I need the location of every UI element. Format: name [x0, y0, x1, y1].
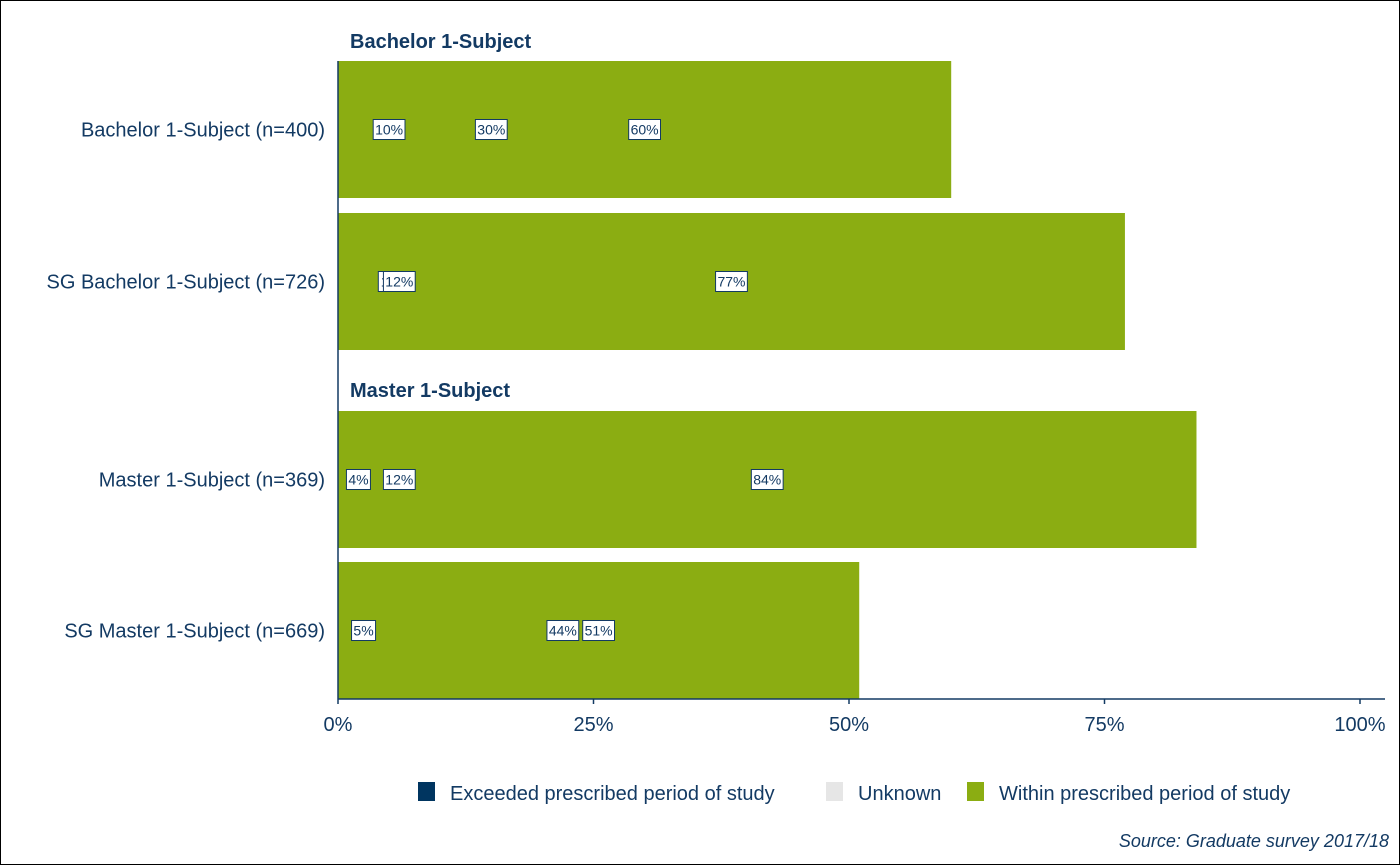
- category-label: Bachelor 1-Subject (n=400): [81, 120, 325, 142]
- data-label-text: 77%: [717, 274, 745, 290]
- data-label-text: 30%: [477, 122, 505, 138]
- data-label-box: [582, 620, 616, 641]
- legend-item: Unknown: [826, 782, 941, 805]
- x-axis: 0% 25% 50% 75% 100%: [324, 61, 1386, 736]
- data-label-text: 12%: [385, 472, 413, 488]
- data-label-box: [382, 271, 416, 292]
- legend-label: Exceeded prescribed period of study: [450, 783, 775, 805]
- data-label-text: 84%: [753, 472, 781, 488]
- data-label-text: 44%: [549, 623, 577, 639]
- data-label: 10%: [372, 119, 406, 140]
- data-label-box: [372, 119, 406, 140]
- data-label: 84%: [750, 469, 784, 490]
- data-label: 77%: [715, 271, 748, 292]
- data-label-box: [345, 469, 371, 490]
- data-label-text: 12%: [385, 274, 413, 290]
- source-caption: Source: Graduate survey 2017/18: [1119, 831, 1389, 851]
- category-label: Master 1-Subject (n=369): [99, 470, 325, 492]
- data-label: 30%: [474, 119, 508, 140]
- data-label-text: 5%: [353, 623, 373, 639]
- legend: Exceeded prescribed period of study Unkno…: [418, 782, 1290, 805]
- x-tick-label: 100%: [1334, 714, 1385, 736]
- legend-swatch: [967, 782, 984, 801]
- data-label-text: 51%: [585, 623, 613, 639]
- x-tick-label: 25%: [573, 714, 613, 736]
- legend-item: Exceeded prescribed period of study: [418, 782, 775, 805]
- data-label: 4%: [345, 469, 371, 490]
- data-label-box: [351, 620, 377, 641]
- data-label-text: 10%: [375, 122, 403, 138]
- data-label-text: 4%: [348, 472, 368, 488]
- category-label: SG Bachelor 1-Subject (n=726): [47, 272, 326, 294]
- legend-item: Within prescribed period of study: [967, 782, 1290, 805]
- group-title-bachelor-1-subject: Bachelor 1-Subject: [350, 31, 532, 53]
- category-label: SG Master 1-Subject (n=669): [64, 621, 325, 643]
- data-label-box: [382, 469, 416, 490]
- data-label-box: [628, 119, 662, 140]
- x-tick-label: 0%: [324, 714, 353, 736]
- data-label-box: [474, 119, 508, 140]
- data-label: 51%: [582, 620, 616, 641]
- data-label-box: [715, 271, 748, 292]
- data-label: 5%: [351, 620, 377, 641]
- data-label: 12%: [382, 271, 416, 292]
- x-tick-label: 50%: [829, 714, 869, 736]
- data-label-box: [546, 620, 580, 641]
- legend-label: Within prescribed period of study: [999, 783, 1290, 805]
- legend-swatch: [418, 782, 435, 801]
- labels-layer: Bachelor 1-Subject Master 1-Subject Bachel…: [47, 31, 784, 643]
- legend-swatch: [826, 782, 843, 801]
- legend-label: Unknown: [858, 783, 941, 805]
- data-label-text: 60%: [631, 122, 659, 138]
- group-title-master-1-subject: Master 1-Subject: [350, 380, 510, 402]
- data-label: 60%: [628, 119, 662, 140]
- data-label: 12%: [382, 469, 416, 490]
- data-label-box: [750, 469, 784, 490]
- x-tick-label: 75%: [1084, 714, 1124, 736]
- data-label: 44%: [546, 620, 580, 641]
